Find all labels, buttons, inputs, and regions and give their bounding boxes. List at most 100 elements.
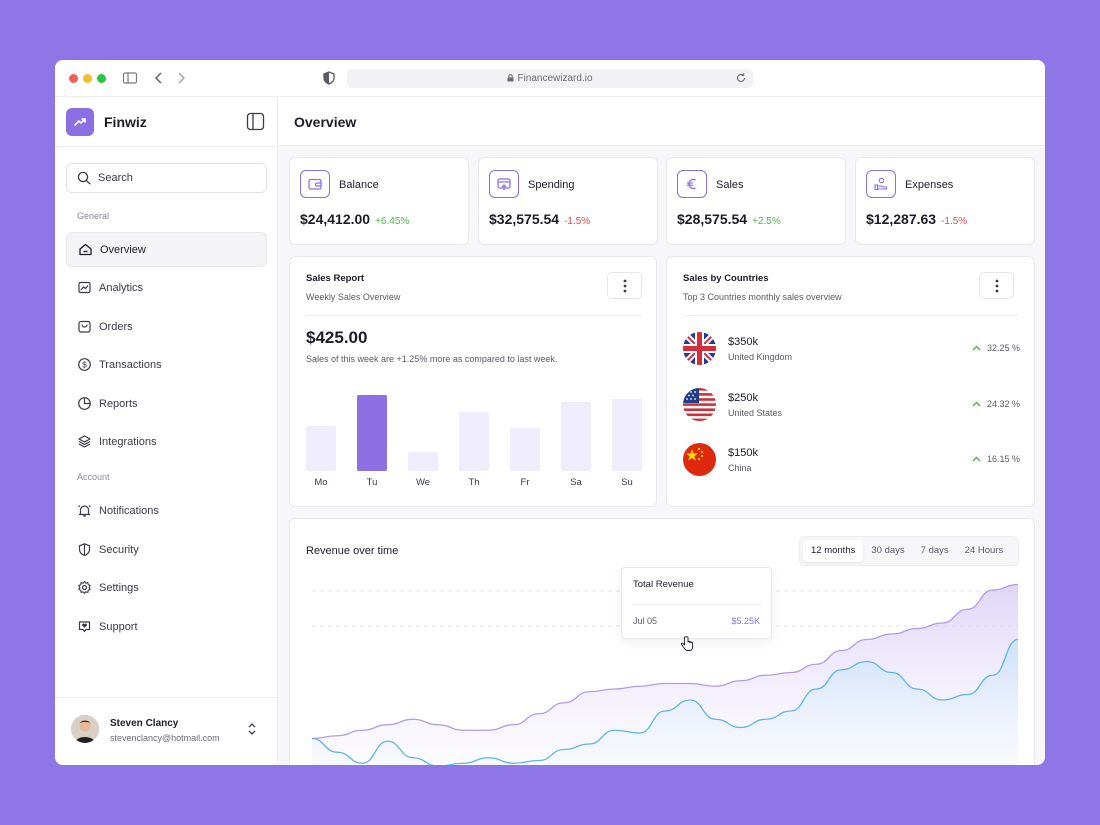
sales-bar[interactable] bbox=[510, 427, 540, 471]
stat-change: -1.5% bbox=[941, 216, 968, 227]
day-label: We bbox=[415, 477, 431, 488]
sales-bar[interactable] bbox=[459, 411, 489, 471]
stat-label: Expenses bbox=[905, 179, 954, 191]
brand[interactable]: Finwiz bbox=[66, 108, 147, 136]
avatar bbox=[71, 715, 99, 743]
more-options-button[interactable] bbox=[607, 272, 642, 299]
back-arrow-icon[interactable] bbox=[151, 70, 167, 86]
page-title: Overview bbox=[294, 114, 357, 130]
sales-report-title: Sales Report bbox=[306, 273, 365, 284]
search-input[interactable]: Search bbox=[66, 163, 267, 193]
privacy-shield-icon[interactable] bbox=[321, 70, 337, 86]
stat-card-balance[interactable]: Balance $24,412.00 +6.45% bbox=[289, 157, 469, 245]
country-change-value: 16.15 % bbox=[986, 454, 1020, 464]
hand-cursor-icon bbox=[680, 636, 693, 651]
search-label: Search bbox=[98, 172, 133, 184]
sidebar-item-overview[interactable]: Overview bbox=[66, 232, 267, 267]
stat-change: +6.45% bbox=[375, 216, 410, 227]
range-24-hours-button[interactable]: 24 Hours bbox=[964, 545, 1004, 556]
sales-bar[interactable] bbox=[561, 401, 591, 471]
shield-icon bbox=[78, 543, 91, 557]
countries-title: Sales by Countries bbox=[683, 273, 769, 284]
revenue-card: Revenue over time 12 months 30 days 7 da… bbox=[289, 518, 1035, 765]
country-row[interactable]: $250k United States 24.32 % bbox=[683, 388, 1020, 424]
day-label: Fr bbox=[520, 477, 530, 488]
stat-value: $32,575.54 -1.5% bbox=[489, 211, 590, 227]
range-12-months-button[interactable]: 12 months bbox=[803, 540, 864, 562]
dollar-icon: $ bbox=[78, 358, 91, 371]
sales-bar[interactable] bbox=[612, 399, 642, 471]
sidebar-item-settings[interactable]: Settings bbox=[66, 570, 267, 605]
stat-label: Sales bbox=[716, 179, 744, 191]
gear-icon bbox=[78, 580, 91, 595]
sidebar-item-label: Analytics bbox=[99, 281, 144, 294]
sidebar-item-support[interactable]: Support bbox=[66, 609, 267, 644]
sidebar-item-transactions[interactable]: $ Transactions bbox=[66, 347, 267, 382]
browser-window: Financewizard.io Finwiz Search General O… bbox=[55, 60, 1045, 765]
reload-icon[interactable] bbox=[735, 72, 747, 84]
country-change-value: 24.32 % bbox=[986, 399, 1020, 409]
countries-subtitle: Top 3 Countries monthly sales overview bbox=[683, 292, 842, 302]
country-amount: $350k bbox=[728, 336, 758, 348]
stat-change: -1.5% bbox=[564, 216, 591, 227]
minimize-window-button[interactable] bbox=[83, 74, 92, 83]
tooltip-value: $5.25K bbox=[731, 616, 760, 626]
stat-value: $12,287.63 -1.5% bbox=[866, 211, 967, 227]
sidebar-item-label: Overview bbox=[100, 243, 146, 256]
sidebar-item-security[interactable]: Security bbox=[66, 532, 267, 567]
wallet-icon bbox=[300, 170, 330, 198]
more-options-button[interactable] bbox=[979, 272, 1014, 299]
sidebar-item-orders[interactable]: Orders bbox=[66, 309, 267, 344]
stat-card-sales[interactable]: Sales $28,575.54 +2.5% bbox=[666, 157, 846, 245]
country-row[interactable]: $350k United Kingdom 32.25 % bbox=[683, 332, 1020, 368]
layers-icon bbox=[78, 435, 91, 448]
stat-value: $24,412.00 +6.45% bbox=[300, 211, 409, 227]
sales-bar[interactable] bbox=[408, 452, 438, 471]
bag-icon bbox=[78, 320, 91, 333]
chevron-up-icon bbox=[972, 401, 981, 407]
uk-flag-icon bbox=[683, 332, 716, 365]
svg-text:$: $ bbox=[82, 361, 87, 370]
stat-card-expenses[interactable]: Expenses $12,287.63 -1.5% bbox=[855, 157, 1035, 245]
revenue-series-line[interactable] bbox=[311, 583, 1019, 740]
forward-arrow-icon[interactable] bbox=[173, 70, 189, 86]
day-label: Su bbox=[621, 477, 633, 488]
address-bar[interactable]: Financewizard.io bbox=[347, 69, 753, 88]
sidebar-item-notifications[interactable]: Notifications bbox=[66, 493, 267, 528]
sidebar-item-label: Notifications bbox=[99, 504, 159, 517]
country-change: 32.25 % bbox=[972, 343, 1020, 353]
address-url: Financewizard.io bbox=[517, 73, 593, 84]
country-amount: $150k bbox=[728, 447, 758, 459]
revenue-series-line[interactable] bbox=[311, 638, 1019, 766]
stat-change: +2.5% bbox=[752, 216, 781, 227]
sales-report-subtitle: Weekly Sales Overview bbox=[306, 292, 401, 302]
stat-card-spending[interactable]: Spending $32,575.54 -1.5% bbox=[478, 157, 658, 245]
chevron-up-down-icon[interactable] bbox=[245, 721, 259, 737]
maximize-window-button[interactable] bbox=[97, 74, 106, 83]
user-profile[interactable]: Steven Clancy stevenclancy@hotmail.com bbox=[55, 697, 278, 765]
sales-bar[interactable] bbox=[357, 394, 387, 471]
range-7-days-button[interactable]: 7 days bbox=[920, 545, 949, 556]
sidebar-item-analytics[interactable]: Analytics bbox=[66, 270, 267, 305]
kebab-menu-icon bbox=[623, 279, 626, 292]
sidebar-item-label: Settings bbox=[99, 581, 139, 594]
sidebar-item-label: Orders bbox=[99, 320, 133, 333]
sidebar-item-label: Security bbox=[99, 543, 139, 556]
sidebar-item-reports[interactable]: Reports bbox=[66, 386, 267, 421]
collapse-sidebar-icon[interactable] bbox=[246, 112, 265, 131]
sidebar-toggle-icon[interactable] bbox=[122, 70, 138, 86]
section-label-account: Account bbox=[77, 472, 110, 482]
main-content: Overview Balance $24,412.00 +6.45% Spendi… bbox=[278, 97, 1045, 765]
country-row[interactable]: $150k China 16.15 % bbox=[683, 443, 1020, 479]
sales-bar[interactable] bbox=[306, 426, 336, 471]
sidebar-item-label: Support bbox=[99, 620, 138, 633]
home-icon bbox=[79, 243, 92, 256]
range-30-days-button[interactable]: 30 days bbox=[871, 545, 905, 556]
country-change: 16.15 % bbox=[972, 454, 1020, 464]
sidebar-item-integrations[interactable]: Integrations bbox=[66, 424, 267, 459]
close-window-button[interactable] bbox=[69, 74, 78, 83]
sidebar-item-label: Reports bbox=[99, 397, 138, 410]
stat-value: $28,575.54 +2.5% bbox=[677, 211, 781, 227]
country-name: United States bbox=[728, 408, 783, 418]
hand-coins-icon bbox=[866, 170, 896, 198]
